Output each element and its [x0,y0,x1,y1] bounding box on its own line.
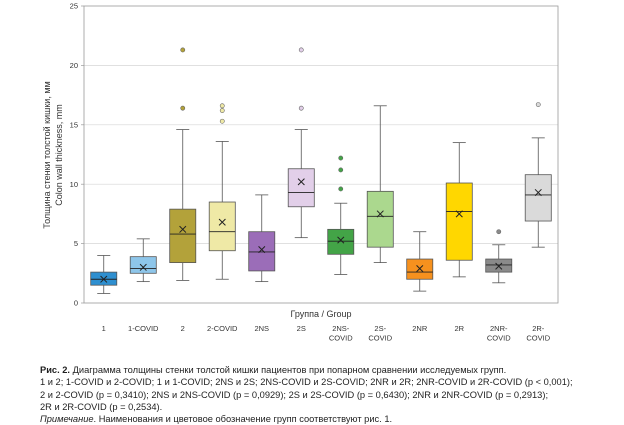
outlier-2NS-COVID-0 [338,186,344,192]
category-label-2S: 2S [297,324,306,333]
y-axis-title-en: Colon wall thickness, mm [54,104,64,206]
caption-title-text: Диаграмма толщины стенки толстой кишки п… [70,365,507,375]
y-axis-ticks: 0 5 10 15 20 25 [70,2,84,308]
y-tick-label-0: 0 [74,299,78,308]
category-label-line-2NS-0: 2NS [254,324,269,333]
category-label-line-2R-COVID-1: COVID [526,334,550,343]
category-label-line-2R-COVID-0: 2R- [532,324,545,333]
outlier-2S-1 [298,47,304,53]
y-tick-label-5: 5 [74,239,78,248]
outlier-2NR-COVID-0 [496,229,502,235]
box-iqr-1-COVID [129,256,157,274]
mean-marker-b-2 [179,225,187,233]
outlier-2NS-COVID-2 [338,155,344,161]
caption-comparison-line-2: 2 и 2-COVID (p = 0,3410); 2NS и 2NS-COVI… [40,389,549,400]
category-labels: 1 1-COVID 2 2-COVID 2NS 2S 2NS-COVID2S-COVID2N… [102,324,551,343]
mean-marker-b-2NR-COVID [495,262,503,270]
caption-title: Рис. 2. Диаграмма толщины стенки толстой… [40,364,620,376]
y-tick-label-25: 25 [70,2,78,11]
box-2-COVID [208,103,236,280]
mean-marker-b-2NS [258,245,266,254]
category-label-2NR: 2NR [412,324,428,333]
boxes-group [90,47,552,294]
category-label-2: 2 [181,324,185,333]
outlier-2-COVID-0 [219,118,225,124]
category-label-2R: 2R [454,324,464,333]
y-tick-label-15: 15 [70,120,78,129]
category-label-line-2R-0: 2R [454,324,464,333]
caption-figure-number: Рис. 2. [40,365,71,375]
box-iqr-2NS-COVID [327,228,355,255]
category-label-2NR-COVID: 2NR-COVID [487,324,511,343]
outlier-2S-0 [298,105,304,111]
box-2 [169,47,197,281]
box-2NS-COVID [327,155,355,275]
category-label-line-2NS-COVID-1: COVID [329,334,353,343]
box-iqr-2S-COVID [366,190,394,248]
mean-marker-b-2R [455,210,463,218]
outlier-2-COVID-1 [219,108,225,113]
mean-marker-b-2-COVID [218,218,226,226]
mean-marker-b-2NR [416,264,424,273]
category-label-line-2NR-0: 2NR [412,324,428,333]
category-label-2R-COVID: 2R-COVID [526,324,550,343]
box-2R [445,142,473,278]
mean-marker-b-2NS-COVID [337,236,345,244]
category-label-1: 1 [102,324,106,333]
box-1-COVID [129,238,157,283]
category-label-line-2S-COVID-1: COVID [368,334,392,343]
y-axis-title-ru: Толщина стенки толстой кишки, мм [42,81,52,228]
category-label-line-1-0: 1 [102,324,106,333]
mean-marker-b-2S [297,178,305,186]
outlier-2-1 [180,47,186,53]
outlier-2-0 [180,105,186,111]
category-label-2-COVID: 2-COVID [207,324,238,333]
grid-lines [84,65,558,244]
box-2NR-COVID [485,229,513,284]
box-2R-COVID [524,102,552,248]
category-label-2NS-COVID: 2NS-COVID [329,324,353,343]
y-tick-label-10: 10 [70,180,78,189]
category-label-line-2-0: 2 [181,324,185,333]
mean-marker-b-2S-COVID [376,210,384,218]
figure-caption: Рис. 2. Диаграмма толщины стенки толстой… [40,364,620,425]
box-2S [287,47,315,239]
caption-note: Примечание. Наименования и цветовое обоз… [40,413,620,425]
category-label-2S-COVID: 2S-COVID [368,324,392,343]
box-iqr-2NS [248,231,276,272]
box-2S-COVID [366,105,394,264]
mean-marker-b-2R-COVID [534,188,542,197]
box-2NS [248,194,276,283]
plot-area-border [83,5,559,304]
y-tick-label-20: 20 [70,61,78,70]
mean-marker-b-1-COVID [139,263,147,271]
box-1 [90,255,118,294]
box-iqr-2S [287,168,315,208]
category-label-line-2-COVID-0: 2-COVID [207,324,238,333]
mean-marker-b-1 [100,275,108,283]
caption-note-text: . Наименования и цветовое обозначение гр… [93,414,393,425]
outlier-2NS-COVID-1 [338,167,344,173]
box-2NR [406,231,434,292]
x-axis-title: Группа / Group [290,309,351,319]
caption-comparison-line-1: 1 и 2; 1-COVID и 2-COVID; 1 и 1-COVID; 2… [40,377,573,388]
outlier-2R-COVID-0 [535,102,541,108]
box-iqr-2-COVID [208,201,236,252]
category-label-line-1-COVID-0: 1-COVID [128,324,159,333]
box-iqr-2 [169,208,197,264]
category-label-2NS: 2NS [254,324,269,333]
category-label-line-2NR-COVID-0: 2NR- [490,324,508,333]
category-label-line-2NS-COVID-0: 2NS- [332,324,350,333]
category-label-1-COVID: 1-COVID [128,324,159,333]
box-iqr-2R-COVID [524,174,552,222]
category-label-line-2NR-COVID-1: COVID [487,334,511,343]
category-label-line-2S-COVID-0: 2S- [374,324,386,333]
box-iqr-2R [445,182,473,261]
outlier-2-COVID-2 [219,103,225,109]
caption-comparison-line-3: 2R и 2R-COVID (p = 0,2534). [40,401,163,412]
caption-note-label: Примечание [40,414,94,425]
category-label-line-2S-0: 2S [297,324,306,333]
